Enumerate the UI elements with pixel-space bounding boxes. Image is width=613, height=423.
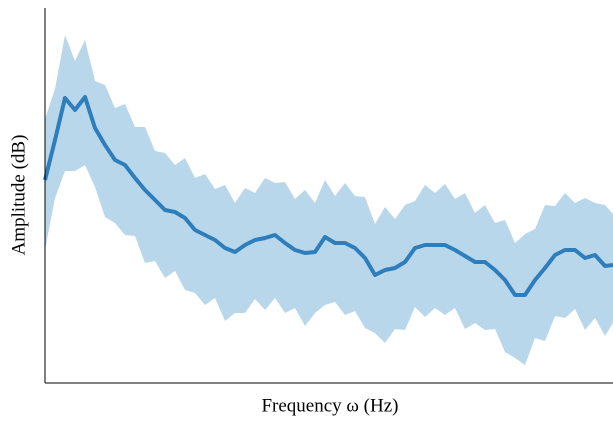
mean-line — [43, 95, 613, 297]
y-axis-label: Amplitude (dB) — [8, 135, 29, 256]
confidence-band — [45, 35, 613, 365]
x-axis-label: Frequency ω (Hz) — [261, 395, 398, 416]
